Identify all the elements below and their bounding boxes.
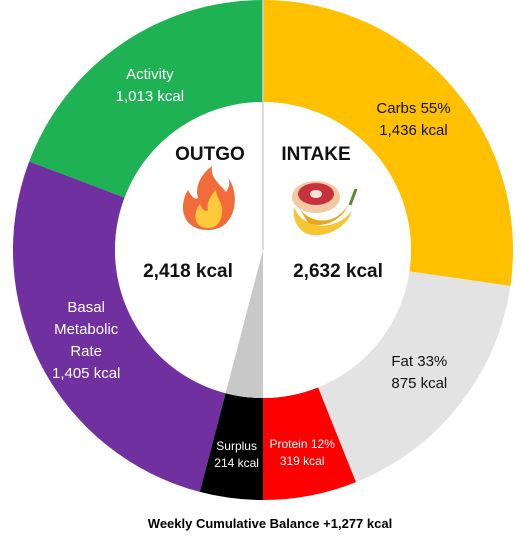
segment-value: 1,013 kcal — [115, 88, 185, 106]
segment-name-line: Basal Metabolic Rate — [38, 297, 134, 363]
segment-label: Activity 1,013 kcal — [102, 64, 198, 108]
donut-segment — [263, 0, 514, 287]
donut-segment — [29, 0, 264, 198]
segment-name: Surplus — [216, 439, 257, 454]
donut-segment — [13, 161, 226, 492]
segment-value: 319 kcal — [279, 454, 325, 469]
segment-percent: 55% — [420, 99, 451, 117]
balance-label: +1,277 kcal — [323, 516, 392, 531]
group-total: 2,632 kcal — [293, 261, 383, 282]
segment-value: 1,436 kcal — [379, 121, 448, 139]
segment-label: Basal Metabolic Rate 1,405 kcal — [38, 297, 134, 385]
segment-percent: 33% — [417, 353, 448, 371]
chart-title: Weekly Cumulative Balance +1,277 kcal — [148, 516, 392, 531]
segment-label: Surplus 214 kcal — [189, 438, 285, 472]
segment-name-line: Fat 33% — [371, 351, 467, 373]
segment-name: Activity — [126, 66, 174, 84]
segment-value: 875 kcal — [391, 375, 448, 393]
segment-name: Fat — [391, 353, 414, 371]
segment-percent: 12% — [310, 437, 335, 452]
food-icon — [292, 181, 358, 236]
group-total: 2,418 kcal — [143, 261, 233, 282]
segment-label: Protein 12% 319 kcal — [254, 436, 350, 470]
flame-icon — [182, 166, 235, 230]
segment-name-line: Carbs 55% — [366, 98, 462, 120]
segment-label: Fat 33% 875 kcal — [371, 351, 467, 395]
segment-name: Protein — [269, 437, 308, 452]
title-text: Weekly Cumulative Balance — [148, 516, 320, 531]
donut-segment — [199, 393, 263, 500]
donut-segment — [318, 271, 511, 483]
segment-name: Basal Metabolic Rate — [54, 299, 119, 361]
group-name: OUTGO — [175, 144, 245, 165]
group-name: INTAKE — [281, 144, 350, 165]
segment-value: 1,405 kcal — [51, 365, 121, 383]
segment-name-line: Surplus — [189, 438, 285, 455]
donut-segment — [263, 387, 356, 500]
segment-value: 214 kcal — [214, 456, 259, 471]
segment-label: Carbs 55% 1,436 kcal — [366, 98, 462, 142]
segment-name: Carbs — [376, 99, 417, 117]
segment-name-line: Protein 12% — [254, 436, 350, 453]
segment-name-line: Activity — [102, 64, 198, 86]
inner-wedge — [225, 250, 263, 398]
